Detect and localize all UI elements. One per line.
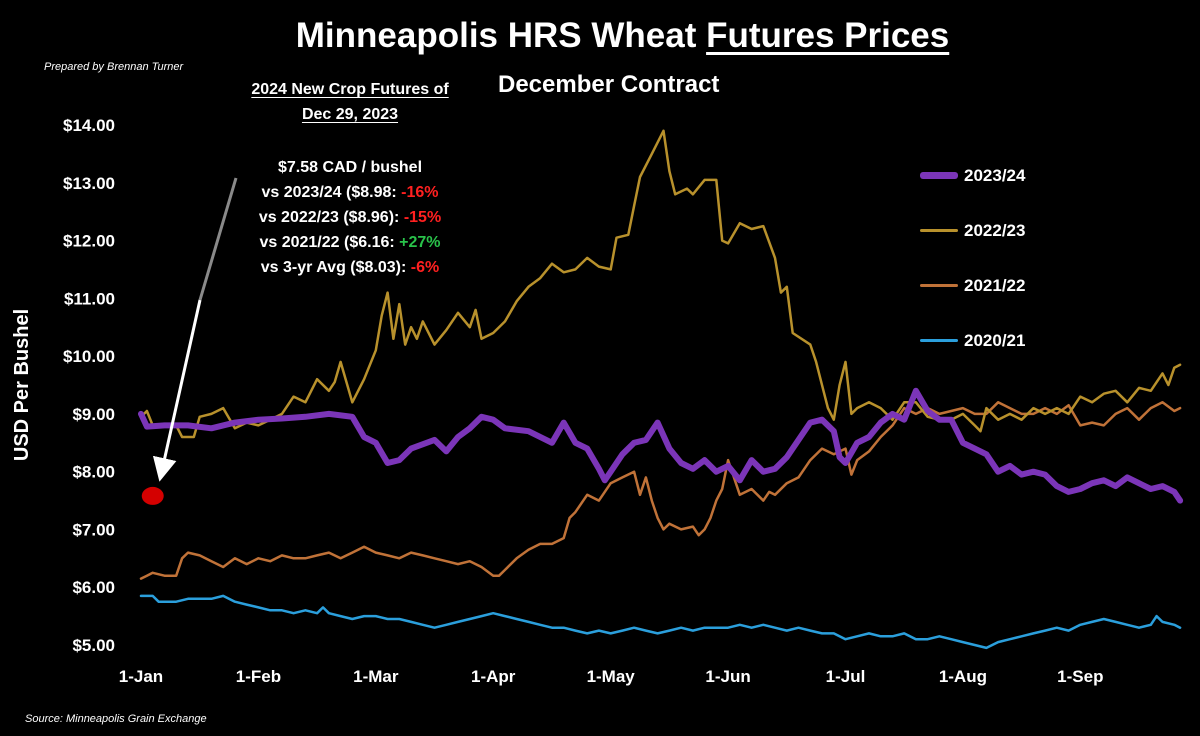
legend-item: 2023/24 <box>920 148 1025 203</box>
y-tick-label: $8.00 <box>72 463 115 482</box>
legend-label: 2020/21 <box>964 330 1026 350</box>
comparison-line: vs 3-yr Avg ($8.03): -6% <box>190 255 510 280</box>
comparison-line: vs 2021/22 ($6.16: +27% <box>190 230 510 255</box>
legend-label: 2022/23 <box>964 220 1026 240</box>
chart-subtitle: December Contract <box>498 71 720 98</box>
comparison-text: vs 2023/24 ($8.98: <box>261 184 402 201</box>
comparison-line: vs 2023/24 ($8.98: -16% <box>190 180 510 205</box>
annotation-arrow-upper <box>198 177 238 301</box>
series-line <box>139 594 1182 650</box>
y-tick-label: $13.00 <box>63 174 115 193</box>
series-line <box>139 401 1182 580</box>
y-tick-label: $7.00 <box>72 520 115 539</box>
price-line: $7.58 CAD / bushel <box>277 159 423 176</box>
x-tick-label: 1-Sep <box>1057 667 1103 686</box>
y-tick-label: $11.00 <box>64 289 115 308</box>
comparison-text: vs 2021/22 ($6.16: <box>259 234 400 251</box>
y-tick-label: $10.00 <box>63 347 115 366</box>
x-tick-label: 1-Aug <box>939 667 987 686</box>
annotation-box: $7.58 CAD / bushel vs 2023/24 ($8.98: -1… <box>190 155 510 280</box>
comparison-change: -6% <box>410 259 440 276</box>
comparison-change: -16% <box>401 184 439 201</box>
y-tick-label: $5.00 <box>72 636 115 655</box>
x-tick-label: 1-Apr <box>471 667 516 686</box>
series-line <box>138 387 1184 504</box>
y-tick-label: $12.00 <box>63 232 115 251</box>
legend-swatch <box>920 172 958 179</box>
title-underlined: Futures Prices <box>706 16 950 55</box>
legend-swatch <box>920 229 958 232</box>
legend-swatch <box>920 339 958 342</box>
legend-label: 2023/24 <box>964 165 1026 185</box>
x-tick-label: 1-Feb <box>236 667 281 686</box>
legend: 2023/24 2022/23 2021/22 2020/21 <box>920 148 1025 368</box>
prepared-by: Prepared by Brennan Turner <box>44 61 184 73</box>
series-line <box>139 129 1182 439</box>
new-crop-price-marker <box>141 486 164 505</box>
legend-item: 2020/21 <box>920 313 1025 368</box>
x-tick-label: 1-Jun <box>705 667 750 686</box>
new-crop-heading-line1: 2024 New Crop Futures of <box>251 81 449 98</box>
chart-title: Minneapolis HRS Wheat Futures Prices <box>0 16 1200 56</box>
comparison-text: vs 3-yr Avg ($8.03): <box>260 259 411 276</box>
y-tick-label: $14.00 <box>63 116 115 135</box>
x-tick-label: 1-Mar <box>353 667 399 686</box>
title-prefix: Minneapolis HRS Wheat <box>295 16 707 55</box>
comparison-change: +27% <box>399 234 441 251</box>
x-tick-label: 1-Jan <box>119 667 163 686</box>
annotation-arrow <box>152 299 202 482</box>
x-tick-label: 1-Jul <box>826 667 866 686</box>
comparison-line: vs 2022/23 ($8.96): -15% <box>190 205 510 230</box>
x-tick-label: 1-May <box>587 667 636 686</box>
new-crop-heading-line2: Dec 29, 2023 <box>301 106 399 123</box>
y-axis-label: USD Per Bushel <box>11 309 33 461</box>
comparison-change: -15% <box>403 209 442 226</box>
comparison-text: vs 2022/23 ($8.96): <box>258 209 404 226</box>
legend-swatch <box>920 284 958 287</box>
legend-label: 2021/22 <box>964 275 1026 295</box>
new-crop-heading: 2024 New Crop Futures of Dec 29, 2023 <box>200 77 500 127</box>
y-tick-label: $9.00 <box>72 405 115 424</box>
legend-item: 2021/22 <box>920 258 1025 313</box>
source-note: Source: Minneapolis Grain Exchange <box>25 713 207 725</box>
legend-item: 2022/23 <box>920 203 1025 258</box>
y-tick-label: $6.00 <box>72 578 115 597</box>
